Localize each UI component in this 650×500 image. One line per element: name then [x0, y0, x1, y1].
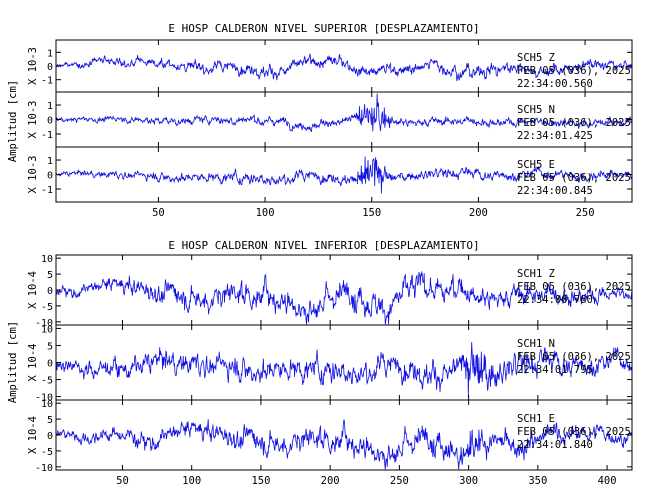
y-multiplier-label: X 10-3	[27, 156, 39, 194]
y-tick-label: -10	[35, 318, 53, 329]
y-tick-label: 0	[47, 116, 53, 127]
x-tick-label: 300	[459, 475, 478, 487]
y-tick-label: 10	[41, 254, 53, 265]
x-tick-label: 50	[152, 207, 165, 219]
x-tick-label: 200	[469, 207, 488, 219]
waveform-trace	[55, 418, 633, 470]
waveform-trace	[55, 271, 633, 325]
y-tick-label: 5	[47, 270, 53, 281]
station-label: SCH5 Z	[517, 52, 555, 64]
time-label: 22:34:01.795	[517, 364, 593, 376]
y-multiplier-label: X 10-3	[27, 47, 39, 85]
station-label: SCH1 Z	[517, 268, 555, 280]
y-tick-label: -1	[41, 130, 53, 141]
chart-upper-level: E HOSP CALDERON NIVEL SUPERIOR [DESPLAZA…	[7, 22, 633, 219]
y-tick-label: 1	[47, 156, 53, 167]
y-tick-label: -10	[35, 393, 53, 404]
waveform-trace	[55, 52, 633, 82]
y-tick-label: 0	[47, 62, 53, 73]
chart-lower-level: E HOSP CALDERON NIVEL INFERIOR [DESPLAZA…	[7, 239, 633, 487]
y-tick-label: -5	[41, 376, 53, 387]
date-label: FEB 05 (036), 2025	[517, 65, 631, 77]
x-tick-label: 150	[362, 207, 381, 219]
date-label: FEB 05 (036), 2025	[517, 281, 631, 293]
x-tick-label: 150	[251, 475, 270, 487]
y-tick-label: 0	[47, 431, 53, 442]
date-label: FEB 05 (036), 2025	[517, 351, 631, 363]
y-tick-label: -1	[41, 185, 53, 196]
station-label: SCH5 E	[517, 159, 555, 171]
y-tick-label: -1	[41, 76, 53, 87]
date-label: FEB 05 (036), 2025	[517, 117, 631, 129]
y-tick-label: 5	[47, 415, 53, 426]
chart-title: E HOSP CALDERON NIVEL SUPERIOR [DESPLAZA…	[168, 22, 479, 35]
y-tick-label: -5	[41, 302, 53, 313]
y-tick-label: -10	[35, 463, 53, 474]
x-tick-label: 100	[256, 207, 275, 219]
y-tick-label: 0	[47, 359, 53, 370]
time-label: 22:34:01.425	[517, 130, 593, 142]
y-multiplier-label: X 10-4	[27, 344, 39, 382]
time-label: 22:34:00.845	[517, 185, 593, 197]
time-label: 22:34:00.760	[517, 294, 593, 306]
date-label: FEB 05 (036), 2025	[517, 426, 631, 438]
y-tick-label: 1	[47, 101, 53, 112]
waveform-trace	[55, 156, 633, 194]
x-tick-label: 50	[116, 475, 129, 487]
x-tick-label: 250	[390, 475, 409, 487]
x-tick-label: 200	[321, 475, 340, 487]
station-label: SCH1 E	[517, 413, 555, 425]
x-tick-label: 250	[576, 207, 595, 219]
x-tick-label: 100	[182, 475, 201, 487]
y-tick-label: 0	[47, 286, 53, 297]
time-label: 22:34:01.840	[517, 439, 593, 451]
time-label: 22:34:00.560	[517, 78, 593, 90]
x-tick-label: 350	[528, 475, 547, 487]
y-tick-label: 1	[47, 48, 53, 59]
y-multiplier-label: X 10-3	[27, 101, 39, 139]
y-multiplier-label: X 10-4	[27, 271, 39, 309]
y-axis-label: Amplitud [cm]	[7, 321, 19, 403]
y-tick-label: 10	[41, 399, 53, 410]
y-tick-label: 5	[47, 341, 53, 352]
y-multiplier-label: X 10-4	[27, 416, 39, 454]
y-tick-label: -5	[41, 447, 53, 458]
y-tick-label: 10	[41, 324, 53, 335]
waveform-trace	[55, 342, 633, 398]
x-tick-label: 400	[598, 475, 617, 487]
chart-title: E HOSP CALDERON NIVEL INFERIOR [DESPLAZA…	[168, 239, 479, 252]
y-tick-label: 0	[47, 171, 53, 182]
station-label: SCH1 N	[517, 338, 555, 350]
y-axis-label: Amplitud [cm]	[7, 80, 19, 162]
station-label: SCH5 N	[517, 104, 555, 116]
date-label: FEB 05 (036), 2025	[517, 172, 631, 184]
waveform-trace	[55, 93, 633, 133]
